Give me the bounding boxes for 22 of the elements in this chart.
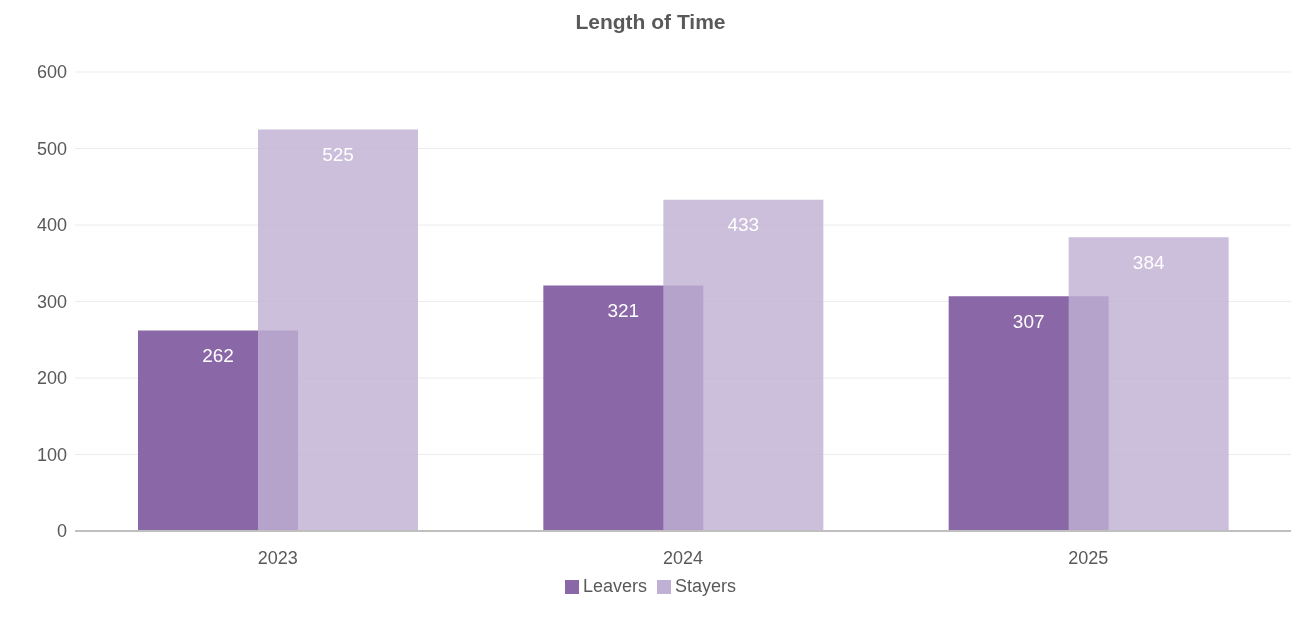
bar <box>1068 237 1229 531</box>
data-label: 321 <box>607 299 640 321</box>
x-tick-label: 2024 <box>662 547 704 568</box>
y-tick-label: 0 <box>56 521 67 542</box>
chart-title: Length of Time <box>574 10 727 34</box>
data-label: 262 <box>202 345 234 367</box>
y-tick-label: 500 <box>36 138 67 159</box>
bar <box>258 129 418 531</box>
y-tick-label: 100 <box>36 444 67 465</box>
y-tick-label: 400 <box>36 215 67 236</box>
y-tick-label: 600 <box>36 62 67 83</box>
data-label: 384 <box>1132 251 1165 273</box>
x-tick-label: 2023 <box>257 547 298 568</box>
y-tick-label: 300 <box>36 291 67 312</box>
data-label: 525 <box>322 143 354 165</box>
y-tick-label: 200 <box>36 368 67 389</box>
bar <box>663 199 824 531</box>
data-label: 307 <box>1012 310 1045 332</box>
legend-label: Leavers <box>582 576 647 596</box>
x-tick-label: 2025 <box>1068 547 1109 568</box>
legend-label: Stayers <box>675 576 737 596</box>
data-label: 433 <box>727 214 760 236</box>
